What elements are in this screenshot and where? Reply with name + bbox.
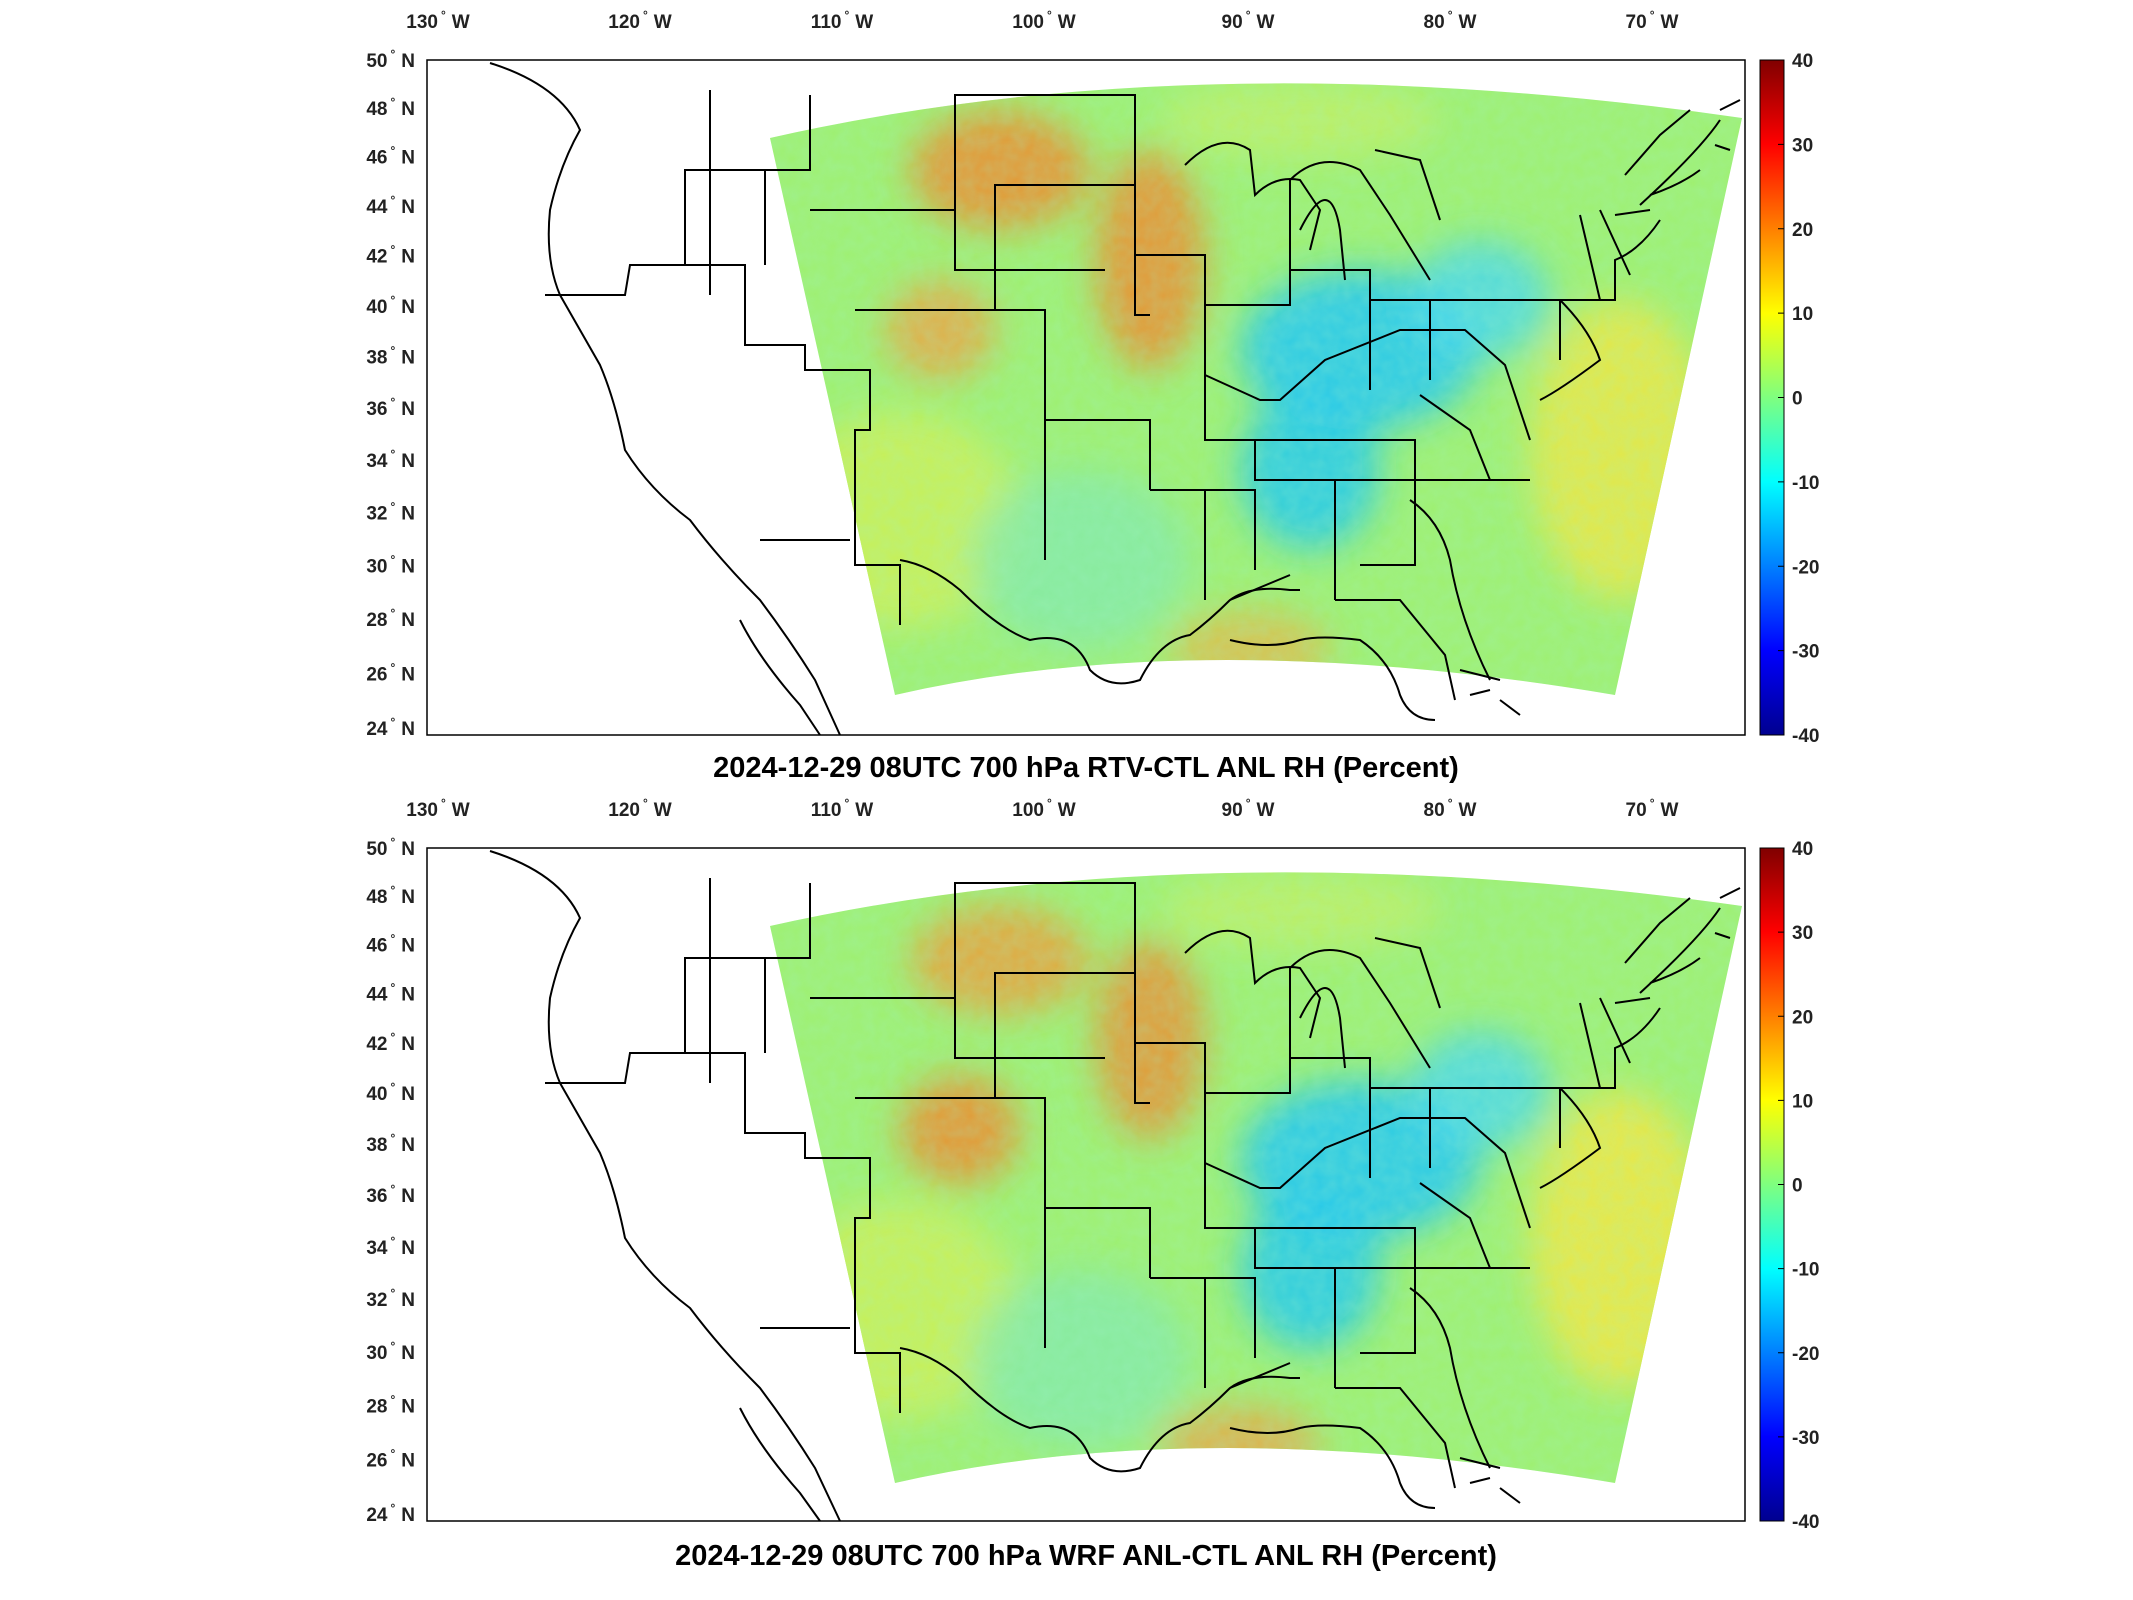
lat-label: 50 ° N [366, 835, 415, 860]
lat-label: 36 ° N [366, 395, 415, 420]
map-panel-wrf-anl-ctl: 130 ° W 120 ° W 110 ° W 100 ° W 90 ° W 80 ° W 70 ° W 50 ° N 48 °… [366, 796, 1819, 1572]
lon-label: 70 ° W [1626, 796, 1679, 821]
colorbar-tick-label: -10 [1792, 473, 1819, 494]
lat-label: 46 ° N [366, 144, 415, 169]
colorbar-tick-label: 10 [1792, 304, 1813, 325]
colorbar-tick-label: 20 [1792, 220, 1813, 241]
longitude-labels: 130 ° W 120 ° W 110 ° W 100 ° W 90 ° W 80 ° W 70 ° W [406, 8, 1678, 33]
lat-label: 24 ° N [366, 715, 415, 740]
colorbar-tick-label: -30 [1792, 1428, 1819, 1449]
rh-difference-field [770, 872, 1742, 1483]
lon-label: 110 ° W [811, 796, 873, 821]
colorbar: 40 30 20 10 0 -10 -20 -30 -40 [1759, 51, 1819, 747]
lon-label: 90 ° W [1222, 8, 1275, 33]
colorbar-tick-label: 20 [1792, 1007, 1813, 1028]
colorbar-tick-label: 40 [1792, 51, 1813, 72]
longitude-labels: 130 ° W 120 ° W 110 ° W 100 ° W 90 ° W 80 ° W 70 ° W [406, 796, 1678, 821]
state-boundaries [489, 850, 1741, 1522]
lat-label: 28 ° N [366, 606, 415, 631]
lat-label: 42 ° N [366, 243, 415, 268]
lat-label: 28 ° N [366, 1392, 415, 1417]
map-panel-rtv-ctl: 130 ° W 120 ° W 110 ° W 100 ° W 90 ° W 80 ° W 70 ° W 50 ° N 48 °… [366, 8, 1819, 784]
lat-label: 40 ° N [366, 293, 415, 318]
lat-label: 32 ° N [366, 1286, 415, 1311]
lat-label: 34 ° N [366, 447, 415, 472]
lat-label: 36 ° N [366, 1182, 415, 1207]
colorbar-tick-label: 10 [1792, 1091, 1813, 1112]
lat-label: 26 ° N [366, 660, 415, 685]
lat-label: 48 ° N [366, 883, 415, 908]
lon-label: 100 ° W [1012, 796, 1076, 821]
lon-label: 110 ° W [811, 8, 873, 33]
state-boundaries [489, 62, 1741, 736]
latitude-labels: 50 ° N 48 ° N 46 ° N 44 ° N 42 ° N 40 ° N 38 ° N 36 ° N 34 ° N 32 ° N… [366, 835, 415, 1526]
colorbar-ticks: 40 30 20 10 0 -10 -20 -30 -40 [1778, 839, 1819, 1533]
colorbar-ticks: 40 30 20 10 0 -10 -20 -30 -40 [1778, 51, 1819, 747]
lat-label: 50 ° N [366, 47, 415, 72]
lon-label: 90 ° W [1222, 796, 1275, 821]
colorbar-tick-label: -20 [1792, 557, 1819, 578]
lon-label: 120 ° W [608, 8, 672, 33]
colorbar-tick-label: -10 [1792, 1260, 1819, 1281]
colorbar-tick-label: -40 [1792, 1512, 1819, 1533]
lon-label: 130 ° W [406, 8, 470, 33]
lat-label: 46 ° N [366, 931, 415, 956]
lat-label: 48 ° N [366, 95, 415, 120]
lat-label: 24 ° N [366, 1501, 415, 1526]
colorbar: 40 30 20 10 0 -10 -20 -30 -40 [1759, 839, 1819, 1533]
lon-label: 80 ° W [1424, 8, 1477, 33]
panel-title: 2024-12-29 08UTC 700 hPa RTV-CTL ANL RH … [713, 752, 1459, 784]
lon-label: 80 ° W [1424, 796, 1477, 821]
latitude-labels: 50 ° N 48 ° N 46 ° N 44 ° N 42 ° N 40 ° N 38 ° N 36 ° N 34 ° N 32 ° N… [366, 47, 415, 740]
colorbar-tick-label: 0 [1792, 389, 1803, 410]
lon-label: 120 ° W [608, 796, 672, 821]
lat-label: 42 ° N [366, 1030, 415, 1055]
lat-label: 30 ° N [366, 553, 415, 578]
lat-label: 30 ° N [366, 1339, 415, 1364]
colorbar-tick-label: -30 [1792, 642, 1819, 663]
colorbar-tick-label: -40 [1792, 726, 1819, 747]
lon-label: 70 ° W [1626, 8, 1679, 33]
rh-difference-field [770, 83, 1742, 695]
lat-label: 38 ° N [366, 1131, 415, 1156]
lon-label: 100 ° W [1012, 8, 1076, 33]
lon-label: 130 ° W [406, 796, 470, 821]
colorbar-tick-label: 0 [1792, 1176, 1803, 1197]
colorbar-tick-label: -20 [1792, 1344, 1819, 1365]
lat-label: 44 ° N [366, 193, 415, 218]
panel-title: 2024-12-29 08UTC 700 hPa WRF ANL-CTL ANL… [675, 1540, 1497, 1572]
colorbar-tick-label: 30 [1792, 135, 1813, 156]
lat-label: 26 ° N [366, 1446, 415, 1471]
colorbar-tick-label: 40 [1792, 839, 1813, 860]
lat-label: 38 ° N [366, 344, 415, 369]
lat-label: 34 ° N [366, 1234, 415, 1259]
colorbar-tick-label: 30 [1792, 923, 1813, 944]
lat-label: 32 ° N [366, 500, 415, 525]
lat-label: 40 ° N [366, 1080, 415, 1105]
lat-label: 44 ° N [366, 980, 415, 1005]
